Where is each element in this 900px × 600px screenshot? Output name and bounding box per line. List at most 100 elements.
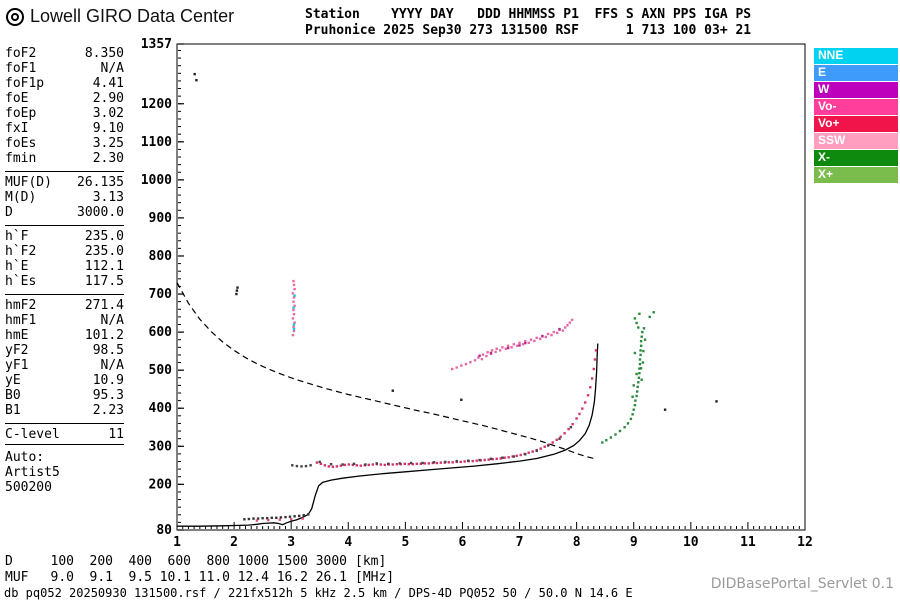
dmuf-cell: 1500 bbox=[276, 554, 308, 569]
dmuf-cell: 9.0 bbox=[50, 570, 74, 585]
y-tick-label: 1357 bbox=[141, 37, 172, 52]
d-muf-table: D 100 200 400 600 800 1000 1500 3000 [km] MUF 9.0 9.… bbox=[5, 554, 394, 586]
param-label: h`F bbox=[5, 229, 29, 244]
param-row-yf1: yF1 N/A bbox=[5, 358, 124, 373]
dmuf-cell: 400 bbox=[128, 554, 152, 569]
param-value: 3.13 bbox=[92, 190, 124, 205]
es-layer-trace bbox=[243, 513, 310, 521]
param-group: foF2 8.350 foF1 N/A foF1p 4.41 foE 2.90 foEp 3.02… bbox=[5, 46, 124, 166]
x-tick-label: 7 bbox=[516, 535, 524, 550]
param-row-fof2: foF2 8.350 bbox=[5, 46, 124, 61]
legend-item-vo: Vo+ bbox=[814, 116, 898, 132]
dmuf-row-muf: MUF 9.0 9.1 9.5 10.1 11.0 12.4 16.2 26.1 [MHz] bbox=[5, 570, 394, 586]
lowell-logo-icon bbox=[6, 7, 24, 26]
param-value: 3.25 bbox=[92, 136, 124, 151]
lowell-logo-icon-inner bbox=[11, 12, 19, 21]
dmuf-unit: [MHz] bbox=[355, 570, 395, 585]
stray-echoes bbox=[193, 72, 718, 411]
second-hop-spread-dark bbox=[478, 327, 561, 357]
dmuf-cell: 800 bbox=[206, 554, 230, 569]
param-row-hf2: h`F2 235.0 bbox=[5, 244, 124, 259]
param-label: h`E bbox=[5, 259, 29, 274]
legend-item-w: W bbox=[814, 82, 898, 98]
parameter-panel: foF2 8.350 foF1 N/A foF1p 4.41 foE 2.90 foEp 3.02… bbox=[5, 41, 124, 495]
param-value: 11 bbox=[108, 427, 124, 442]
legend-item-vo: Vo- bbox=[814, 99, 898, 115]
param-row-foe: foE 2.90 bbox=[5, 91, 124, 106]
y-tick-label: 300 bbox=[149, 439, 173, 454]
param-value: N/A bbox=[100, 358, 124, 373]
legend-item-e: E bbox=[814, 65, 898, 81]
echo-direction-legend: NNE E W Vo- Vo+ SSW X- X+ bbox=[814, 48, 898, 184]
x-tick-label: 10 bbox=[683, 535, 699, 550]
param-row-md: M(D) 3.13 bbox=[5, 190, 124, 205]
param-value: 4.41 bbox=[92, 76, 124, 91]
lowell-giro-logo: Lowell GIRO Data Center bbox=[6, 6, 234, 27]
param-value: N/A bbox=[100, 313, 124, 328]
param-label: M(D) bbox=[5, 190, 37, 205]
param-row-clevel: C-level 11 bbox=[5, 427, 124, 442]
y-axis: 1357 1200 1100 1000 900 800 700 600 500 400 300 200… bbox=[141, 37, 184, 538]
param-row-b0: B0 95.3 bbox=[5, 388, 124, 403]
param-row-he: h`E 112.1 bbox=[5, 259, 124, 274]
vertical-scatter-cyan bbox=[292, 294, 296, 331]
param-label: fxI bbox=[5, 121, 29, 136]
param-row-b1: B1 2.23 bbox=[5, 403, 124, 418]
param-label: foE bbox=[5, 91, 29, 106]
param-group: hmF2 271.4 hmF1 N/A hmE 101.2 yF2 98.5 yF1 N/A yE 1… bbox=[5, 294, 124, 418]
param-value: 26.135 bbox=[77, 175, 124, 190]
param-row-ye: yE 10.9 bbox=[5, 373, 124, 388]
param-label: h`Es bbox=[5, 274, 37, 289]
es-layer-trace-pink bbox=[255, 517, 304, 522]
legend-item-x: X- bbox=[814, 150, 898, 166]
dmuf-unit: [km] bbox=[355, 554, 387, 569]
x-tick-label: 12 bbox=[797, 535, 813, 550]
x-axis: 1 2 3 4 5 6 7 8 9 10 11 12 bbox=[173, 522, 813, 550]
station-header-line2: Pruhonice 2025 Sep30 273 131500 RSF 1 71… bbox=[305, 23, 752, 38]
param-value: 235.0 bbox=[84, 244, 124, 259]
dmuf-cell: 600 bbox=[167, 554, 191, 569]
second-hop-spread-trace bbox=[451, 318, 574, 371]
param-row-foep: foEp 3.02 bbox=[5, 106, 124, 121]
param-label: foEp bbox=[5, 106, 37, 121]
dmuf-row-d: D 100 200 400 600 800 1000 1500 3000 [km] bbox=[5, 554, 394, 570]
param-row-foes: foEs 3.25 bbox=[5, 136, 124, 151]
param-label: MUF(D) bbox=[5, 175, 52, 190]
param-row-hes: h`Es 117.5 bbox=[5, 274, 124, 289]
vertical-scatter-pink bbox=[291, 279, 296, 337]
param-value: 2.30 bbox=[92, 151, 124, 166]
param-value: 101.2 bbox=[84, 328, 124, 343]
param-label: B1 bbox=[5, 403, 21, 418]
artist-profile-trace bbox=[177, 343, 599, 527]
y-tick-label: 700 bbox=[149, 287, 173, 302]
dmuf-cell: 3000 bbox=[315, 554, 347, 569]
x-mode-trace bbox=[601, 311, 655, 444]
x-tick-label: 3 bbox=[287, 535, 295, 550]
param-label: fmin bbox=[5, 151, 37, 166]
station-header: Station YYYY DAY DDD HHMMSS P1 FFS S AXN… bbox=[305, 7, 751, 39]
x-tick-label: 4 bbox=[344, 535, 352, 550]
param-row-500200: 500200 bbox=[5, 480, 124, 495]
param-row-yf2: yF2 98.5 bbox=[5, 343, 124, 358]
x-tick-label: 6 bbox=[459, 535, 467, 550]
param-label: Auto: bbox=[5, 450, 45, 465]
param-label: B0 bbox=[5, 388, 21, 403]
dmuf-cell: 16.2 bbox=[276, 570, 308, 585]
param-value: 2.23 bbox=[92, 403, 124, 418]
x-tick-label: 9 bbox=[630, 535, 638, 550]
dmuf-row-label: MUF bbox=[5, 570, 29, 585]
y-tick-label: 800 bbox=[149, 249, 173, 264]
dmuf-cell: 1000 bbox=[237, 554, 269, 569]
param-value: 95.3 bbox=[92, 388, 124, 403]
param-label: hmF2 bbox=[5, 298, 37, 313]
param-value: 3000.0 bbox=[77, 205, 124, 220]
plot-frame bbox=[176, 43, 806, 531]
x-tick-label: 1 bbox=[173, 535, 181, 550]
x-tick-label: 5 bbox=[401, 535, 409, 550]
param-value: 112.1 bbox=[84, 259, 124, 274]
servlet-version-label: DIDBasePortal_Servlet 0.1 bbox=[710, 576, 894, 592]
param-value: 10.9 bbox=[92, 373, 124, 388]
param-value: 235.0 bbox=[84, 229, 124, 244]
param-group: MUF(D) 26.135 M(D) 3.13 D 3000.0 bbox=[5, 171, 124, 220]
